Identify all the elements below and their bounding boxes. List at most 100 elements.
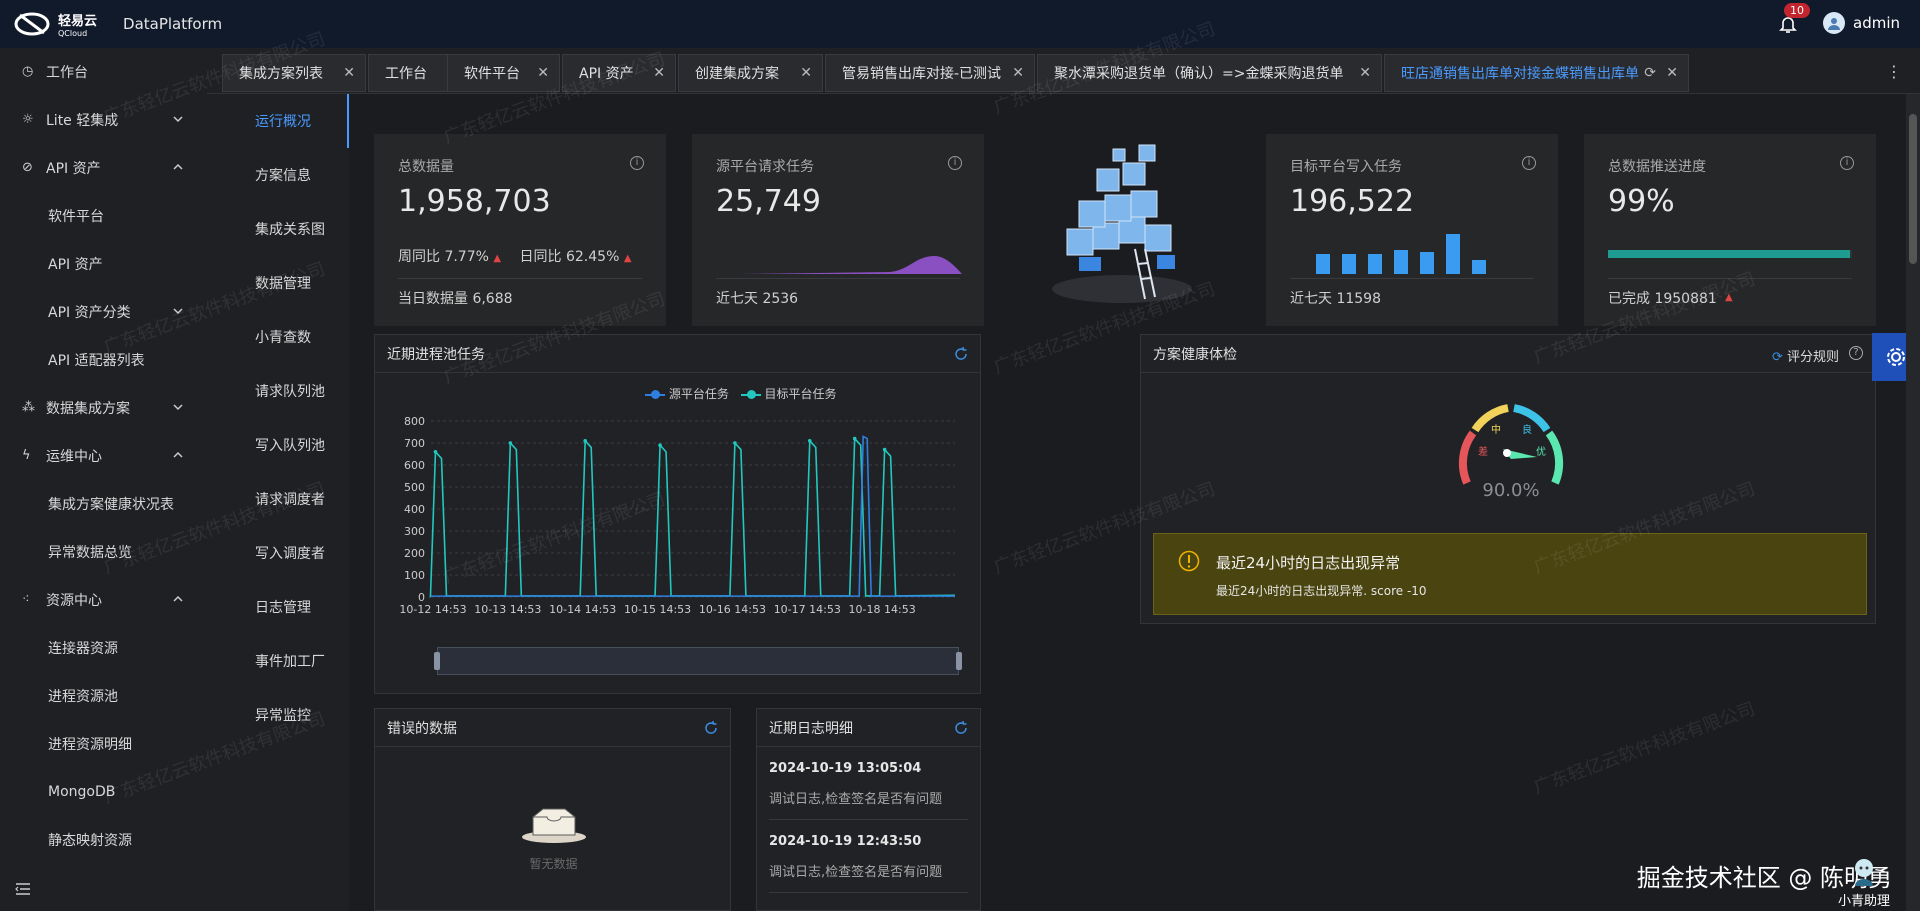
subnav-relation-graph[interactable]: 集成关系图 bbox=[255, 222, 325, 238]
sidebar-item-static-mapping[interactable]: 静态映射资源 bbox=[0, 816, 207, 864]
info-icon[interactable]: i bbox=[948, 156, 962, 170]
sidebar-item-integration[interactable]: ⁂ 数据集成方案 bbox=[0, 384, 207, 432]
sidebar-item-health-table[interactable]: 集成方案健康状况表 bbox=[0, 480, 207, 528]
refresh-icon[interactable]: ⟳ bbox=[1771, 350, 1783, 365]
scoring-rule-link[interactable]: ⟳ 评分规则 bbox=[1772, 346, 1839, 365]
tab-jushuitan-return[interactable]: 聚水潭采购退货单（确认）=>金蝶采购退货单 ✕ bbox=[1037, 54, 1382, 92]
subnav-event-factory[interactable]: 事件加工厂 bbox=[255, 654, 325, 670]
info-icon[interactable]: i bbox=[1840, 156, 1854, 170]
sidebar-item-ops[interactable]: ϟ 运维中心 bbox=[0, 432, 207, 480]
sidebar-item-mongodb[interactable]: MongoDB bbox=[0, 768, 207, 816]
sidebar-item-api-category[interactable]: API 资产分类 bbox=[0, 288, 207, 336]
stat-value: 1,958,703 bbox=[398, 184, 551, 219]
gauge-label: 良 bbox=[1522, 423, 1532, 436]
tab-create-solution[interactable]: 创建集成方案 ✕ bbox=[678, 54, 823, 92]
data-point bbox=[658, 443, 662, 447]
sidebar-item-label: MongoDB bbox=[48, 784, 116, 800]
sidebar-item-resources[interactable]: ⁖ 资源中心 bbox=[0, 576, 207, 624]
subnav-write-scheduler[interactable]: 写入调度者 bbox=[255, 546, 325, 562]
top-bar: 轻易云 QCloud DataPlatform 10 admin bbox=[0, 0, 1920, 48]
stat-value: 196,522 bbox=[1290, 184, 1415, 219]
notification-bell[interactable]: 10 bbox=[1776, 3, 1810, 36]
sidebar-item-connectors[interactable]: 连接器资源 bbox=[0, 624, 207, 672]
scoring-rule-label: 评分规则 bbox=[1786, 350, 1839, 365]
subnav-write-queue[interactable]: 写入队列池 bbox=[255, 438, 325, 454]
info-icon[interactable]: i bbox=[630, 156, 644, 170]
scrollbar-thumb[interactable] bbox=[1909, 114, 1917, 264]
sidebar-item-process-detail[interactable]: 进程资源明细 bbox=[0, 720, 207, 768]
assistant-button[interactable]: 小青助理 bbox=[1838, 856, 1890, 909]
close-icon[interactable]: ✕ bbox=[537, 65, 549, 81]
tab-label: 旺店通销售出库单对接金蝶销售出库单 bbox=[1401, 66, 1639, 82]
subnav-log-management[interactable]: 日志管理 bbox=[255, 600, 311, 616]
user-menu[interactable]: admin bbox=[1823, 12, 1900, 34]
legend-label[interactable]: 源平台任务 bbox=[668, 387, 729, 401]
empty-box-icon bbox=[522, 808, 586, 843]
log-entry[interactable]: 2024-10-19 13:05:04 调试日志,检查签名是否有问题 bbox=[769, 747, 968, 820]
tab-api-assets[interactable]: API 资产 ✕ bbox=[562, 54, 676, 92]
refresh-icon[interactable]: ⟳ bbox=[1644, 65, 1656, 81]
help-icon[interactable]: ? bbox=[1849, 346, 1863, 360]
refresh-icon[interactable] bbox=[954, 347, 968, 361]
sidebar-item-software-platform[interactable]: 软件平台 bbox=[0, 192, 207, 240]
sidebar-item-api-adapter[interactable]: API 适配器列表 bbox=[0, 336, 207, 384]
assistant-label: 小青助理 bbox=[1837, 894, 1890, 909]
info-icon[interactable]: i bbox=[1522, 156, 1536, 170]
close-icon[interactable]: ✕ bbox=[1359, 65, 1371, 81]
chart-zoom-slider[interactable] bbox=[434, 647, 962, 675]
recent-logs-panel: 近期日志明细 2024-10-19 13:05:04 调试日志,检查签名是否有问… bbox=[756, 708, 981, 911]
sidebar-item-exception-overview[interactable]: 异常数据总览 bbox=[0, 528, 207, 576]
tab-software-platform[interactable]: 软件平台 ✕ bbox=[447, 54, 560, 92]
tab-guanyi-sales[interactable]: 管易销售出库对接-已测试 ✕ bbox=[825, 54, 1035, 92]
close-icon[interactable]: ✕ bbox=[653, 65, 665, 81]
sidebar-item-api-assets[interactable]: ⊘ API 资产 bbox=[0, 144, 207, 192]
subnav-data-management[interactable]: 数据管理 bbox=[255, 276, 311, 292]
subnav-solution-info[interactable]: 方案信息 bbox=[255, 168, 311, 184]
gear-icon bbox=[1887, 348, 1905, 366]
week-count: 近七天 2536 bbox=[716, 291, 799, 307]
refresh-icon[interactable] bbox=[954, 721, 968, 735]
watermark: 广东轻亿云软件科技有限公司 bbox=[1530, 698, 1759, 799]
tab-solution-list[interactable]: 集成方案列表 ✕ bbox=[222, 54, 366, 92]
week-count: 近七天 11598 bbox=[1290, 291, 1381, 307]
slider-handle-left[interactable] bbox=[434, 652, 440, 670]
logo[interactable]: 轻易云 QCloud bbox=[14, 10, 97, 38]
y-tick-label: 500 bbox=[404, 481, 425, 494]
chevron-up-icon bbox=[173, 163, 183, 170]
close-icon[interactable]: ✕ bbox=[800, 65, 812, 81]
sidebar-item-label: 进程资源明细 bbox=[48, 737, 132, 753]
subnav-exception-monitor[interactable]: 异常监控 bbox=[255, 708, 311, 724]
subnav-request-queue[interactable]: 请求队列池 bbox=[255, 384, 325, 400]
subnav-overview[interactable]: 运行概况 bbox=[207, 94, 349, 148]
week-over-week: 周同比 7.77% bbox=[398, 249, 489, 265]
close-icon[interactable]: ✕ bbox=[343, 65, 355, 81]
log-entry[interactable]: 2024-10-19 12:43:50 调试日志,检查签名是否有问题 bbox=[769, 820, 968, 893]
data-point bbox=[583, 439, 587, 443]
subnav-request-scheduler[interactable]: 请求调度者 bbox=[255, 492, 325, 508]
tab-workbench[interactable]: 工作台 bbox=[368, 54, 450, 92]
stat-card-target: 目标平台写入任务 i 196,522 近七天 11598 bbox=[1266, 134, 1558, 326]
data-point bbox=[433, 450, 438, 454]
sidebar-item-label: Lite 轻集成 bbox=[46, 113, 119, 129]
tab-wangdiantong-sales[interactable]: 旺店通销售出库单对接金蝶销售出库单 ⟳ ✕ bbox=[1384, 54, 1689, 92]
close-icon[interactable]: ✕ bbox=[1012, 65, 1024, 81]
close-icon[interactable]: ✕ bbox=[1666, 65, 1678, 81]
sidebar-item-process-pool[interactable]: 进程资源池 bbox=[0, 672, 207, 720]
legend-label[interactable]: 目标平台任务 bbox=[764, 387, 837, 401]
y-tick-label: 100 bbox=[404, 569, 425, 582]
progress-track bbox=[1608, 250, 1852, 258]
subnav-data-query[interactable]: 小青查数 bbox=[255, 330, 311, 346]
sidebar-item-api-asset[interactable]: API 资产 bbox=[0, 240, 207, 288]
x-tick-label: 10-16 14:53 bbox=[699, 603, 766, 616]
slider-handle-right[interactable] bbox=[956, 652, 962, 670]
collapse-menu-icon[interactable] bbox=[14, 881, 32, 897]
more-icon[interactable]: ⋮ bbox=[1886, 62, 1902, 81]
refresh-icon[interactable] bbox=[704, 721, 718, 735]
tab-label: 工作台 bbox=[385, 66, 427, 82]
sidebar-item-lite[interactable]: ☼ Lite 轻集成 bbox=[0, 96, 207, 144]
sidebar-item-label: 运维中心 bbox=[46, 449, 102, 465]
panel-title: 错误的数据 bbox=[387, 720, 457, 737]
sidebar-item-workbench[interactable]: ◷ 工作台 bbox=[0, 48, 207, 96]
vertical-scrollbar[interactable] bbox=[1906, 94, 1920, 911]
process-pool-line-chart: 0 100 200 300 400 500 600 700 800 10-12 14:53 10-1… bbox=[399, 415, 956, 616]
